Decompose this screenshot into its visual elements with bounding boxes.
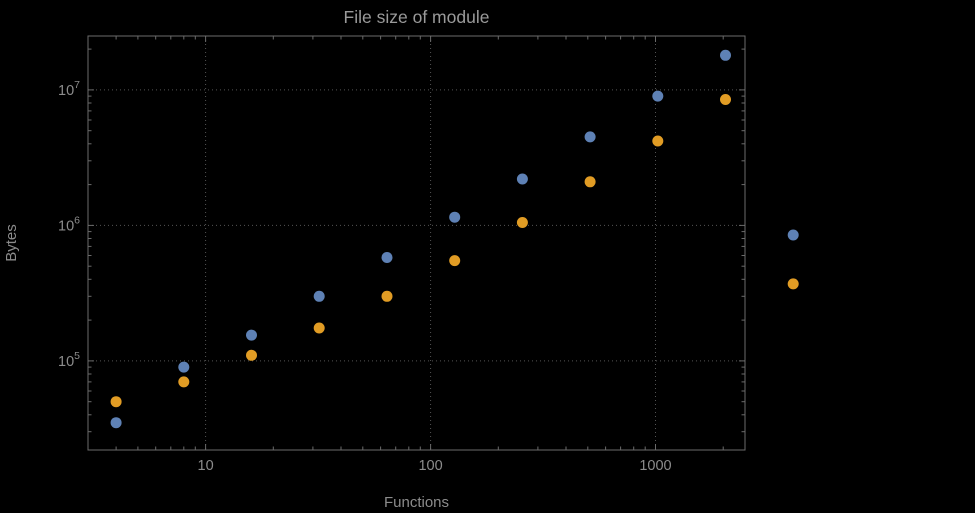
- plot-frame: [87, 35, 746, 451]
- y-tick-label: 106: [58, 214, 80, 234]
- data-point: [787, 229, 799, 241]
- y-tick-label: 105: [58, 350, 80, 370]
- data-point: [720, 94, 731, 105]
- y-tick-base: 10: [58, 83, 74, 99]
- data-point: [246, 349, 257, 361]
- data-point: [449, 211, 461, 223]
- y-tick-exponent: 7: [74, 79, 80, 91]
- data-point: [381, 290, 393, 302]
- data-point: [652, 90, 664, 102]
- data-point: [652, 135, 664, 147]
- x-tick-label: 10: [198, 458, 214, 474]
- chart-title: File size of module: [344, 7, 490, 27]
- data-point: [516, 217, 528, 228]
- y-tick-exponent: 6: [74, 214, 80, 226]
- data-point: [178, 376, 190, 388]
- data-point: [313, 322, 325, 334]
- data-point: [178, 361, 190, 373]
- data-point: [246, 329, 257, 341]
- data-point: [381, 252, 393, 263]
- data-point: [787, 278, 799, 290]
- x-axis-label: Functions: [384, 494, 449, 511]
- data-point: [110, 417, 122, 429]
- y-tick-label: 107: [58, 79, 80, 99]
- x-tick-label: 100: [418, 458, 442, 474]
- data-point: [449, 255, 461, 267]
- data-point: [584, 176, 596, 188]
- y-axis-label: Bytes: [3, 224, 20, 262]
- data-point: [584, 131, 596, 143]
- data-point: [110, 396, 122, 408]
- y-tick-base: 10: [58, 354, 74, 370]
- y-tick-exponent: 5: [74, 350, 80, 362]
- data-point: [720, 49, 731, 61]
- data-point: [516, 173, 528, 185]
- y-tick-base: 10: [58, 218, 74, 234]
- x-tick-label: 1000: [639, 458, 671, 474]
- data-point: [313, 290, 325, 302]
